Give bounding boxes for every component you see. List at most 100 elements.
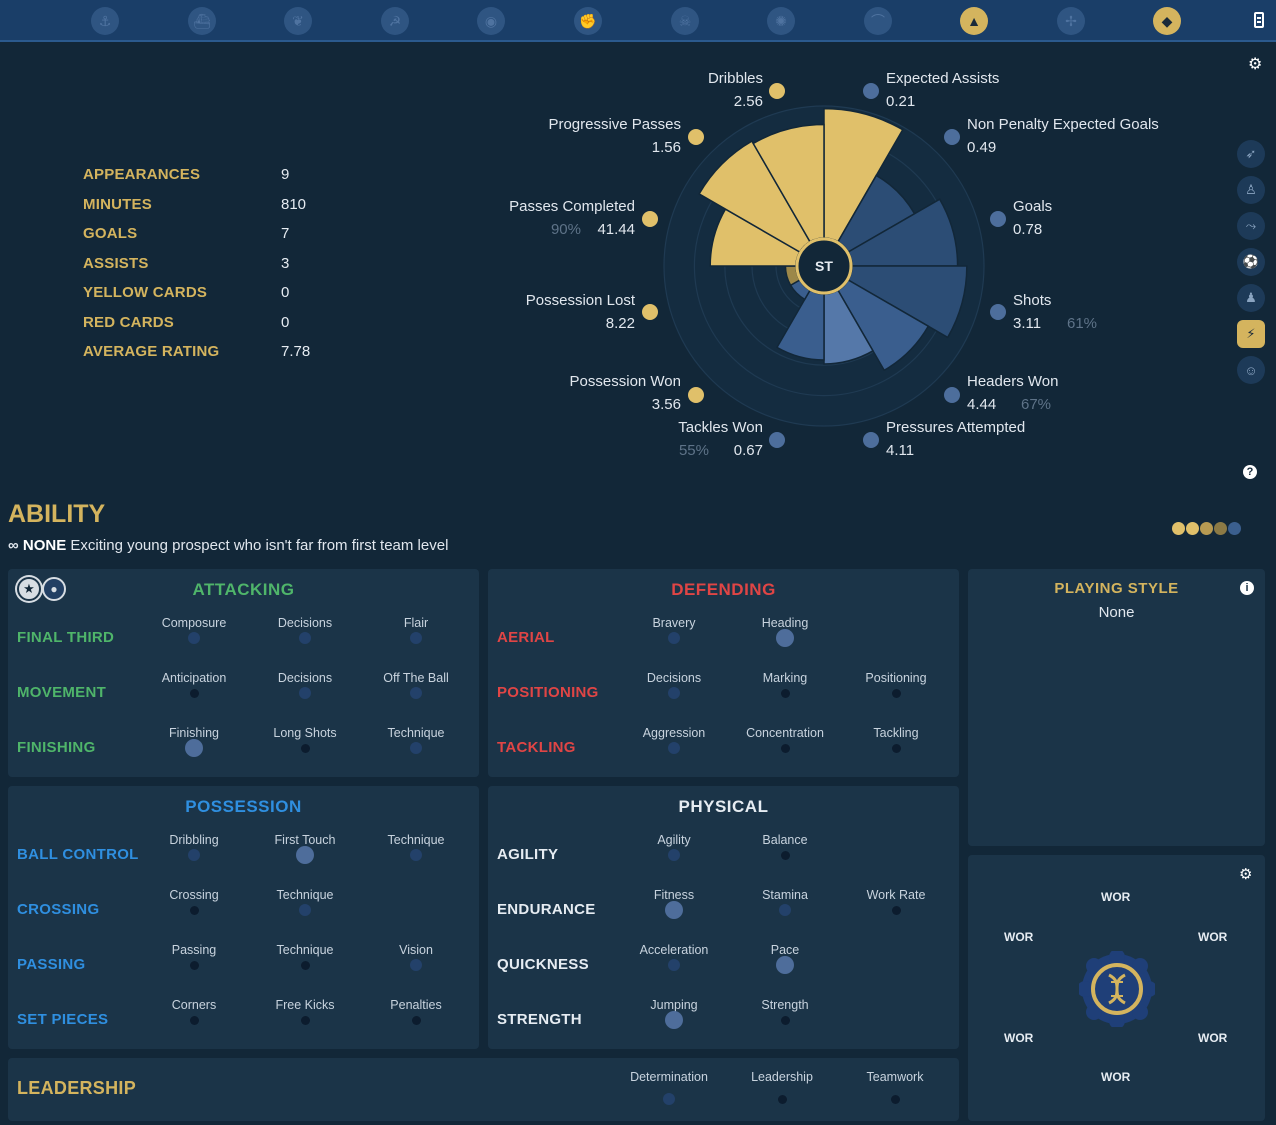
attribute-dot[interactable] (891, 688, 901, 698)
attribute-dot[interactable] (299, 687, 311, 699)
attribute-label: Determination (630, 1070, 708, 1084)
radar-dot[interactable] (863, 83, 879, 99)
attribute-label: Long Shots (273, 726, 337, 740)
attribute-dot[interactable] (185, 739, 203, 757)
attribute-dot[interactable] (668, 632, 680, 644)
attacking-title: ATTACKING (192, 580, 295, 599)
attribute-dot[interactable] (188, 849, 200, 861)
attribute-dot[interactable] (668, 959, 680, 971)
attribute-dot[interactable] (189, 1015, 199, 1025)
radar-metric-label: Shots (1013, 292, 1052, 309)
ship-icon[interactable]: ⛴ (188, 7, 216, 35)
running-player-icon[interactable]: ♟ (1237, 284, 1265, 312)
attribute-dot[interactable] (300, 1015, 310, 1025)
attribute-dot[interactable] (189, 688, 199, 698)
eagle-icon[interactable]: ❦ (284, 7, 312, 35)
compass-icon[interactable]: ✢ (1057, 7, 1085, 35)
attribute-label: Positioning (865, 671, 927, 685)
attribute-dot[interactable] (663, 1093, 675, 1105)
radar-svg: ST (663, 105, 985, 427)
attribute-dot[interactable] (189, 960, 199, 970)
star-badge-icon[interactable]: ★ (17, 577, 41, 601)
radar-dot[interactable] (990, 304, 1006, 320)
radar-metric-value: 0.49 (967, 139, 997, 156)
standing-player-icon[interactable]: ♙ (1237, 176, 1265, 204)
coach-icon[interactable]: ☺ (1237, 356, 1265, 384)
attribute-dot[interactable] (776, 629, 794, 647)
wizard-hat-icon[interactable]: ▲ (960, 7, 988, 35)
attribute-dot[interactable] (780, 1015, 790, 1025)
attribute-dot[interactable] (780, 743, 790, 753)
kicking-player-icon[interactable]: ⚽ (1237, 248, 1265, 276)
attribute-dot[interactable] (296, 846, 314, 864)
attribute-dot[interactable] (410, 632, 422, 644)
fist-icon[interactable]: ✊ (574, 7, 602, 35)
attribute-dot[interactable] (665, 901, 683, 919)
attribute-dot[interactable] (665, 1011, 683, 1029)
attribute-dot[interactable] (780, 850, 790, 860)
attribute-dot[interactable] (300, 743, 310, 753)
diving-player-icon[interactable]: ➶ (1237, 140, 1265, 168)
stat-row: YELLOW CARDS 0 (83, 284, 323, 314)
eye-icon[interactable]: ◉ (477, 7, 505, 35)
rating-dot (1172, 522, 1185, 535)
anchor-icon[interactable]: ⚓ (91, 7, 119, 35)
sliding-player-icon[interactable]: ⤳ (1237, 212, 1265, 240)
radar-dot[interactable] (944, 387, 960, 403)
possession-title: POSSESSION (185, 797, 302, 816)
radar-dot[interactable] (863, 432, 879, 448)
radar-metric-label: Possession Won (569, 373, 681, 390)
attribute-group-label: AGILITY (497, 846, 559, 863)
attribute-dot[interactable] (300, 960, 310, 970)
radar-dot[interactable] (688, 129, 704, 145)
info-icon[interactable]: i (1240, 581, 1254, 595)
radar-dot[interactable] (990, 211, 1006, 227)
stat-label: ASSISTS (83, 254, 149, 272)
attribute-dot[interactable] (668, 687, 680, 699)
player-avatar-icon[interactable]: ● (42, 577, 66, 601)
radar-dot[interactable] (944, 129, 960, 145)
attribute-label: Tackling (873, 726, 919, 740)
attribute-dot[interactable] (891, 743, 901, 753)
radar-dot[interactable] (769, 83, 785, 99)
attribute-dot[interactable] (410, 742, 422, 754)
gear-icon[interactable]: ⚙ (1248, 56, 1263, 73)
hammer-sickle-icon[interactable]: ☭ (381, 7, 409, 35)
attribute-dot[interactable] (299, 904, 311, 916)
attribute-dot[interactable] (410, 959, 422, 971)
sun-icon[interactable]: ✺ (767, 7, 795, 35)
defending-title: DEFENDING (671, 580, 776, 599)
boot-icon[interactable]: ⌒ (864, 7, 892, 35)
attribute-dot[interactable] (777, 1094, 787, 1104)
attribute-dot[interactable] (891, 905, 901, 915)
stat-label: YELLOW CARDS (83, 284, 208, 301)
dna-icon[interactable] (1079, 951, 1155, 1027)
attribute-dot[interactable] (410, 849, 422, 861)
clipboard-icon[interactable] (1254, 12, 1264, 28)
radar-dot[interactable] (769, 432, 785, 448)
attribute-dot[interactable] (411, 1015, 421, 1025)
attribute-dot[interactable] (299, 632, 311, 644)
dna-gear-icon[interactable]: ⚙ (1239, 866, 1253, 883)
attribute-dot[interactable] (890, 1094, 900, 1104)
attribute-dot[interactable] (779, 904, 791, 916)
attribute-dot[interactable] (668, 849, 680, 861)
attribute-dot[interactable] (410, 687, 422, 699)
attribute-label: Fitness (653, 888, 695, 902)
attribute-dot[interactable] (780, 688, 790, 698)
fox-icon[interactable]: ◆ (1153, 7, 1181, 35)
radar-dot[interactable] (642, 304, 658, 320)
skull-icon[interactable]: ☠ (671, 7, 699, 35)
attribute-dot[interactable] (776, 956, 794, 974)
radar-dot[interactable] (688, 387, 704, 403)
attribute-dot[interactable] (188, 632, 200, 644)
position-badge (795, 237, 853, 295)
attribute-label: Vision (399, 943, 433, 957)
help-icon[interactable]: ? (1243, 465, 1257, 479)
attribute-dot[interactable] (189, 905, 199, 915)
attribute-group-label: AERIAL (497, 629, 555, 646)
radar-dot[interactable] (642, 211, 658, 227)
attribute-dot[interactable] (668, 742, 680, 754)
striker-icon[interactable]: ⚡ (1237, 320, 1265, 348)
stat-row: APPEARANCES 9 (83, 166, 323, 196)
